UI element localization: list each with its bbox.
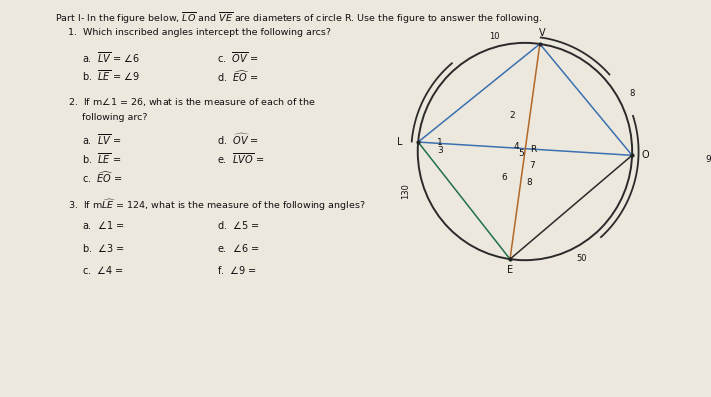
Text: 4: 4 xyxy=(514,142,520,150)
Text: 50: 50 xyxy=(576,254,587,264)
Text: c.  $\angle$4 =: c. $\angle$4 = xyxy=(82,264,124,276)
Text: 2: 2 xyxy=(510,111,515,120)
Text: 2.  If m$\angle$1 = 26, what is the measure of each of the: 2. If m$\angle$1 = 26, what is the measu… xyxy=(68,96,316,108)
Text: b.  $\angle$3 =: b. $\angle$3 = xyxy=(82,241,125,254)
Text: e.  $\angle$6 =: e. $\angle$6 = xyxy=(217,241,260,254)
Text: f.  $\angle$9 =: f. $\angle$9 = xyxy=(217,264,257,276)
Text: d.  $\widehat{EO}$ =: d. $\widehat{EO}$ = xyxy=(217,69,259,84)
Text: Part I- In the figure below, $\overline{LO}$ and $\overline{VE}$ are diameters o: Part I- In the figure below, $\overline{… xyxy=(55,11,542,26)
Text: 9: 9 xyxy=(705,155,711,164)
Text: c.  $\overline{OV}$ =: c. $\overline{OV}$ = xyxy=(217,50,258,66)
Text: 10: 10 xyxy=(489,32,500,40)
Text: b.  $\overline{LE}$ =: b. $\overline{LE}$ = xyxy=(82,151,122,166)
Text: e.  $\overline{LVO}$ =: e. $\overline{LVO}$ = xyxy=(217,151,264,166)
Text: 7: 7 xyxy=(529,161,535,170)
Text: 3.  If m$\widehat{LE}$ = 124, what is the measure of the following angles?: 3. If m$\widehat{LE}$ = 124, what is the… xyxy=(68,198,366,214)
Text: 1.  Which inscribed angles intercept the following arcs?: 1. Which inscribed angles intercept the … xyxy=(68,28,331,37)
Text: 1: 1 xyxy=(437,138,443,147)
Text: 8: 8 xyxy=(526,178,532,187)
Text: 3: 3 xyxy=(437,146,443,155)
Text: c.  $\widehat{EO}$ =: c. $\widehat{EO}$ = xyxy=(82,170,123,185)
Text: 130: 130 xyxy=(401,183,410,199)
Text: a.  $\overline{LV}$ =: a. $\overline{LV}$ = xyxy=(82,132,122,147)
Text: 5: 5 xyxy=(518,148,524,158)
Text: a.  $\angle$1 =: a. $\angle$1 = xyxy=(82,219,124,231)
Text: O: O xyxy=(642,150,649,160)
Text: following arc?: following arc? xyxy=(82,113,148,122)
Text: V: V xyxy=(540,28,546,38)
Text: 8: 8 xyxy=(629,89,635,98)
Text: b.  $\overline{LE}$ = $\angle$9: b. $\overline{LE}$ = $\angle$9 xyxy=(82,69,140,83)
Text: R: R xyxy=(530,145,536,154)
Text: 6: 6 xyxy=(501,173,507,182)
Text: d.  $\widehat{OV}$ =: d. $\widehat{OV}$ = xyxy=(217,132,260,147)
Text: d.  $\angle$5 =: d. $\angle$5 = xyxy=(217,219,260,231)
Text: E: E xyxy=(507,265,513,275)
Text: L: L xyxy=(397,137,403,147)
Text: a.  $\overline{LV}$ = $\angle$6: a. $\overline{LV}$ = $\angle$6 xyxy=(82,50,140,66)
